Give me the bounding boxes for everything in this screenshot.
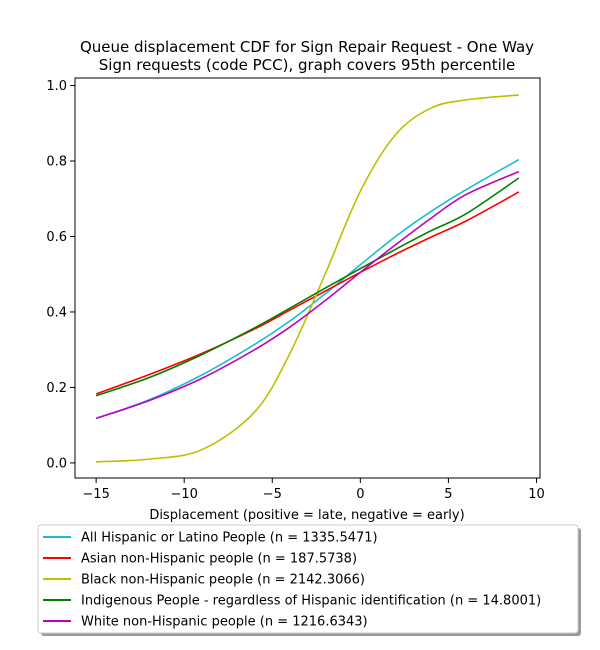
series-line-4	[95, 170, 520, 420]
legend-label-1: Asian non-Hispanic people (n = 187.5738)	[81, 552, 357, 567]
x-tick-label: 0	[356, 487, 364, 502]
plot-frame	[74, 77, 541, 479]
x-axis: −15 −10 −5 0 5 10	[82, 478, 545, 502]
series-line-2	[96, 94, 519, 463]
y-tick-label: 0.4	[46, 305, 67, 320]
x-tick-label: 5	[444, 487, 452, 502]
plot-lines	[95, 94, 520, 463]
x-tick-label: −15	[82, 487, 109, 502]
x-tick-label: −10	[170, 487, 197, 502]
y-tick-label: 1.0	[46, 79, 67, 94]
legend-label-4: White non-Hispanic people (n = 1216.6343…	[81, 615, 368, 630]
legend-label-0: All Hispanic or Latino People (n = 1335.…	[81, 531, 378, 546]
legend: All Hispanic or Latino People (n = 1335.…	[37, 524, 581, 636]
series-line-3	[95, 177, 520, 397]
y-tick-label: 0.8	[46, 155, 67, 170]
legend-box	[37, 524, 579, 634]
legend-label-3: Indigenous People - regardless of Hispan…	[81, 594, 541, 609]
x-axis-label: Displacement (positive = late, negative …	[149, 508, 464, 523]
legend-label-2: Black non-Hispanic people (n = 2142.3066…	[81, 573, 365, 588]
chart-title-line-2: Sign requests (code PCC), graph covers 9…	[99, 56, 515, 74]
y-tick-label: 0.2	[46, 381, 67, 396]
y-tick-label: 0.6	[46, 230, 67, 245]
x-tick-label: 10	[528, 487, 545, 502]
chart-title-line-1: Queue displacement CDF for Sign Repair R…	[80, 38, 534, 56]
y-axis: 0.0 0.2 0.4 0.6 0.8 1.0	[46, 79, 75, 471]
series-line-1	[95, 191, 520, 395]
x-tick-label: −5	[263, 487, 282, 502]
series-line-0	[95, 158, 520, 420]
y-tick-label: 0.0	[46, 456, 67, 471]
